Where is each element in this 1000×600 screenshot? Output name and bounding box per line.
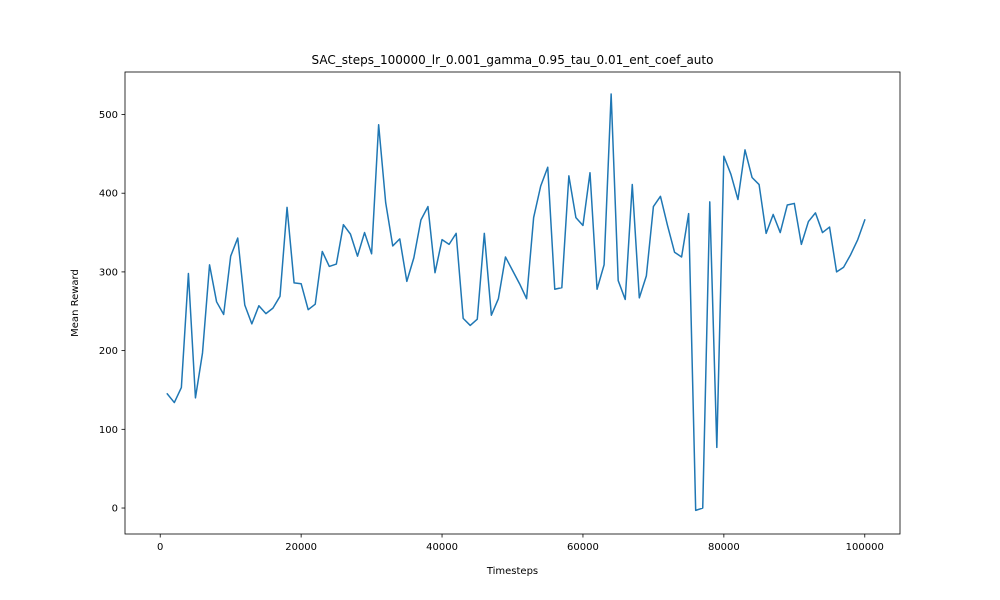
- y-tick-label: 100: [99, 425, 118, 436]
- x-tick-label: 100000: [846, 542, 884, 553]
- x-tick-label: 60000: [567, 542, 599, 553]
- x-tick-label: 0: [157, 542, 163, 553]
- y-tick-label: 200: [99, 346, 118, 357]
- x-axis-ticks: 0 20000 40000 60000 80000 100000: [157, 534, 884, 553]
- plot-area: [166, 93, 866, 512]
- reward-series-line: [166, 93, 866, 512]
- y-tick-label: 300: [99, 267, 118, 278]
- y-axis-label: Mean Reward: [70, 269, 81, 337]
- y-tick-label: 0: [112, 504, 118, 515]
- x-axis-label: Timesteps: [486, 566, 538, 577]
- y-tick-label: 500: [99, 110, 118, 121]
- y-axis-ticks: 0 100 200 300 400 500: [99, 110, 125, 515]
- x-tick-label: 20000: [285, 542, 317, 553]
- x-tick-label: 80000: [708, 542, 740, 553]
- plot-frame: [124, 71, 901, 535]
- y-tick-label: 400: [99, 189, 118, 200]
- x-tick-label: 40000: [426, 542, 458, 553]
- chart-title: SAC_steps_100000_lr_0.001_gamma_0.95_tau…: [312, 53, 714, 67]
